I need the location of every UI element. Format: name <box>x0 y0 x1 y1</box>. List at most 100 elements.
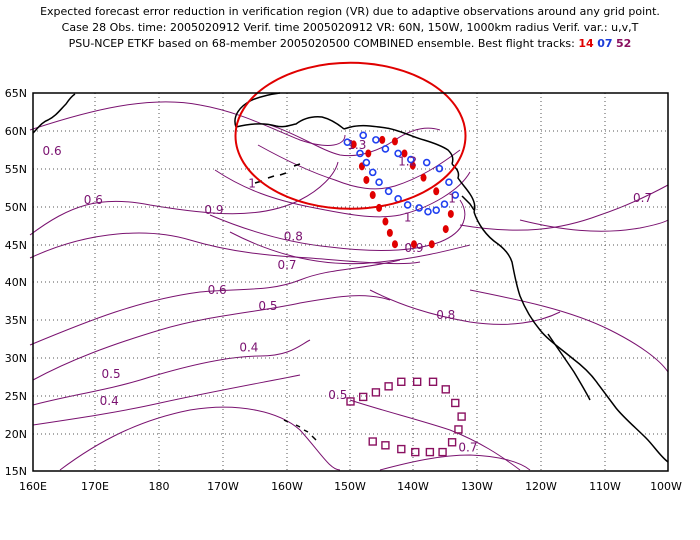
coastline-hawaii <box>283 419 317 441</box>
contour-line <box>459 184 669 231</box>
flight-point-red <box>369 191 376 200</box>
flight-track-52 <box>346 377 466 457</box>
lon-label: 130W <box>461 480 493 493</box>
lat-label: 45N <box>5 239 27 252</box>
lon-label: 170E <box>81 480 109 493</box>
flight-point-red <box>401 149 408 158</box>
flight-point-blue <box>359 131 368 140</box>
flight-point-purple <box>397 377 406 386</box>
lat-label: 15N <box>5 465 27 478</box>
lat-label: 65N <box>5 87 27 100</box>
flight-point-red <box>447 209 454 218</box>
coastline-kamchatka <box>32 93 76 134</box>
flight-track-07 <box>343 131 460 216</box>
flight-point-blue <box>368 168 377 177</box>
flight-point-red <box>350 140 357 149</box>
contour-label: 0.6 <box>43 144 62 158</box>
contour-line <box>519 219 669 232</box>
flight-point-purple <box>381 441 390 450</box>
contour-label: 1 <box>404 211 412 225</box>
contour-lines <box>29 101 669 471</box>
contour-label: 0.4 <box>100 394 119 408</box>
flight-point-blue <box>356 149 364 158</box>
flight-point-purple <box>371 388 381 397</box>
contour-label: 0.9 <box>404 241 423 255</box>
contour-line <box>209 199 466 252</box>
map-frame <box>32 92 669 472</box>
lat-label: 55N <box>5 163 27 176</box>
flight-point-red <box>391 240 398 249</box>
coastlines <box>32 92 669 463</box>
flight-point-blue <box>424 207 432 216</box>
contour-label: 1 <box>248 177 256 191</box>
flight-point-blue <box>403 201 412 209</box>
contour-label: 1.2 <box>398 155 417 169</box>
contour-label: 0.7 <box>458 440 477 454</box>
flight-point-blue <box>384 187 393 196</box>
header-line-1: Expected forecast error reduction in ver… <box>40 5 660 18</box>
lon-label: 100W <box>650 480 682 493</box>
contour-label: 0.4 <box>239 341 258 355</box>
flight-point-purple <box>428 377 438 386</box>
coastline-west-coast <box>473 211 669 463</box>
contour-line <box>349 399 521 471</box>
header-line-2: Case 28 Obs. time: 2005020912 Verif. tim… <box>61 21 639 34</box>
flight-point-purple <box>441 385 450 394</box>
lon-label: 120W <box>525 480 557 493</box>
flight-point-red <box>363 175 370 184</box>
flight-point-red <box>428 240 435 249</box>
coastline-panhandle <box>451 163 476 213</box>
contour-line <box>29 101 346 146</box>
coastline-vancouver-island <box>461 195 475 211</box>
latitude-labels: 65N 60N 55N 50N 45N 40N 35N 30N 25N 20N … <box>5 87 27 478</box>
longitude-labels: 160E 170E 180 170W 160W 150W 140W 130W 1… <box>19 480 682 493</box>
lon-label: 110W <box>589 480 621 493</box>
flight-point-purple <box>412 377 422 386</box>
contour-label: 0.6 <box>208 283 227 297</box>
lat-label: 25N <box>5 390 27 403</box>
flight-point-blue <box>445 178 453 187</box>
contour-line <box>469 289 669 373</box>
flight-point-blue <box>343 138 352 146</box>
lon-label: 170W <box>207 480 239 493</box>
lat-label: 40N <box>5 276 27 289</box>
contour-label: 0.5 <box>258 299 277 313</box>
flight-point-blue <box>422 158 431 167</box>
flight-track-14 <box>350 135 454 249</box>
contour-label: 1.3 <box>347 138 366 152</box>
flight-point-red <box>433 187 440 196</box>
flight-point-blue <box>394 149 402 158</box>
flight-point-blue <box>432 206 441 214</box>
verification-region-circle <box>234 61 467 210</box>
flight-point-blue <box>381 145 390 153</box>
header-line-3-text: PSU-NCEP ETKF based on 68-member 2005020… <box>68 37 575 50</box>
flight-point-blue <box>451 191 460 199</box>
contour-line <box>32 295 391 381</box>
contour-line <box>257 144 461 190</box>
contour-label: 0.7 <box>633 191 652 205</box>
flight-point-blue <box>372 136 380 144</box>
flight-point-blue <box>435 164 444 173</box>
flight-point-red <box>420 173 427 182</box>
coastline-alaska-peninsula <box>235 116 345 130</box>
coastline-baja <box>547 333 591 401</box>
figure-header: Expected forecast error reduction in ver… <box>0 0 700 70</box>
flight-point-purple <box>384 382 393 391</box>
flight-point-blue <box>375 178 383 187</box>
contour-label: 0.7 <box>277 258 296 272</box>
flight-point-red <box>365 149 372 158</box>
flight-point-purple <box>397 444 406 454</box>
track-07-label: 07 <box>597 37 613 50</box>
contour-label: 0.8 <box>284 229 303 243</box>
contour-label: 0.6 <box>84 193 103 207</box>
contour-line <box>229 231 471 265</box>
contour-label: 0.9 <box>204 203 223 217</box>
contour-line <box>29 232 421 265</box>
coastline-bering <box>234 92 281 128</box>
lat-label: 20N <box>5 428 27 441</box>
flight-point-purple <box>359 392 368 402</box>
flight-point-purple <box>454 425 463 434</box>
flight-point-red <box>382 217 389 226</box>
flight-point-blue <box>440 200 449 208</box>
flight-point-red <box>391 137 398 146</box>
